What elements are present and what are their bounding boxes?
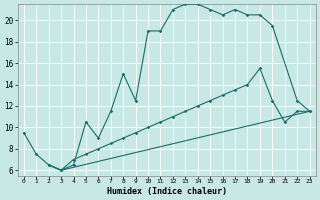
X-axis label: Humidex (Indice chaleur): Humidex (Indice chaleur) (107, 187, 227, 196)
